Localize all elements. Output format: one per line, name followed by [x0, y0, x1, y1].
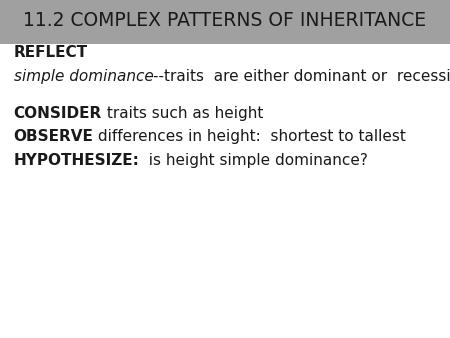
- Text: HYPOTHESIZE:: HYPOTHESIZE:: [14, 153, 140, 168]
- Text: is height simple dominance?: is height simple dominance?: [140, 153, 368, 168]
- Text: REFLECT: REFLECT: [14, 45, 88, 60]
- Text: simple dominance: simple dominance: [14, 69, 153, 83]
- Text: OBSERVE: OBSERVE: [14, 129, 94, 144]
- Text: differences in height:  shortest to tallest: differences in height: shortest to talle…: [94, 129, 406, 144]
- Text: 11.2 COMPLEX PATTERNS OF INHERITANCE: 11.2 COMPLEX PATTERNS OF INHERITANCE: [23, 11, 427, 30]
- Text: traits such as height: traits such as height: [102, 106, 263, 121]
- Text: --traits  are either dominant or  recessive: --traits are either dominant or recessiv…: [153, 69, 450, 83]
- Text: CONSIDER: CONSIDER: [14, 106, 102, 121]
